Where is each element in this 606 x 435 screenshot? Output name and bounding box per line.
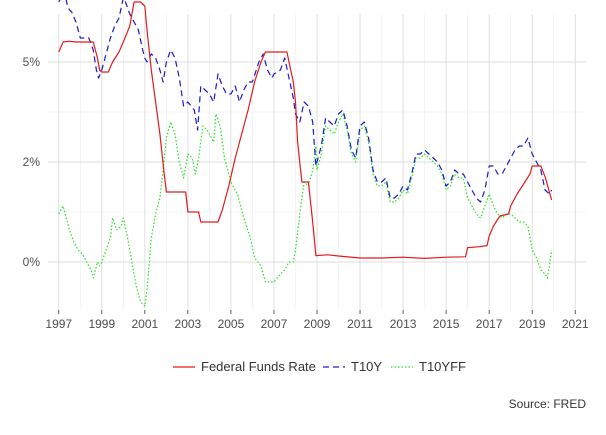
series-line-t10yff <box>58 113 553 307</box>
legend-label-t10yff: T10YFF <box>419 359 466 374</box>
x-tick-label: 2003 <box>175 317 202 331</box>
x-tick-label: 1997 <box>45 317 72 331</box>
x-tick-label: 2001 <box>131 317 158 331</box>
x-tick-label: 2021 <box>562 317 589 331</box>
x-tick-label: 2011 <box>347 317 373 331</box>
legend: Federal Funds Rate T10Y T10YFF <box>173 359 466 374</box>
source-caption: Source: FRED <box>509 397 587 411</box>
x-tick-label: 2007 <box>261 317 288 331</box>
x-tick-label: 1999 <box>88 317 115 331</box>
legend-label-t10y: T10Y <box>351 359 382 374</box>
y-tick-label: 5% <box>23 55 41 69</box>
y-tick-label: 2% <box>23 155 41 169</box>
x-tick-label: 2015 <box>433 317 460 331</box>
legend-label-federal-funds-rate: Federal Funds Rate <box>201 359 316 374</box>
series-lines <box>58 0 553 307</box>
series-line-federal-funds-rate <box>58 1 553 259</box>
grid <box>48 14 586 310</box>
series-line-t10y <box>58 0 553 203</box>
x-tick-label: 2013 <box>390 317 417 331</box>
x-tick-label: 2019 <box>519 317 546 331</box>
x-tick-label: 2009 <box>304 317 331 331</box>
y-tick-label: 0% <box>23 255 41 269</box>
x-tick-label: 2005 <box>218 317 245 331</box>
axes: 1997 1999 2001 2003 2005 2007 2009 2011 2013 2015… <box>23 55 589 331</box>
x-tick-label: 2017 <box>476 317 503 331</box>
